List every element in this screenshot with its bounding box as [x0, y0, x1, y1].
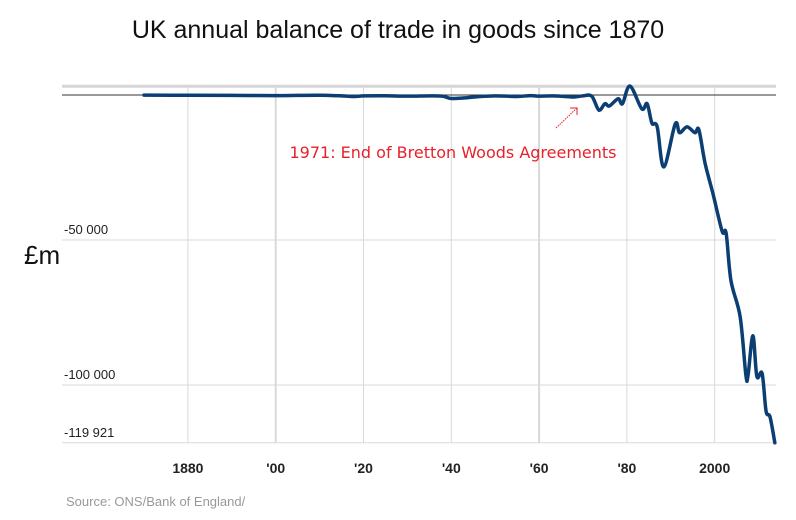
y-tick-label: -50 000	[64, 222, 108, 237]
annotation-arrowhead	[570, 107, 578, 115]
x-tick-label: 2000	[699, 460, 730, 476]
annotation-label: 1971: End of Bretton Woods Agreements	[289, 143, 616, 162]
source-note: Source: ONS/Bank of England/	[66, 494, 246, 509]
annotation-arrow	[555, 107, 578, 129]
chart-title: UK annual balance of trade in goods sinc…	[131, 16, 665, 44]
x-tick-label: '60	[530, 460, 549, 476]
x-tick-label: '00	[266, 460, 285, 476]
y-axis-label: £m	[24, 240, 61, 270]
y-tick-label: -100 000	[64, 367, 115, 382]
x-tick-label: '40	[442, 460, 461, 476]
x-tick-label: 1880	[172, 460, 203, 476]
trade-balance-line	[142, 84, 777, 445]
x-tick-label: '20	[354, 460, 373, 476]
y-tick-label: -119 921	[64, 425, 114, 440]
x-tick-label: '80	[617, 460, 636, 476]
